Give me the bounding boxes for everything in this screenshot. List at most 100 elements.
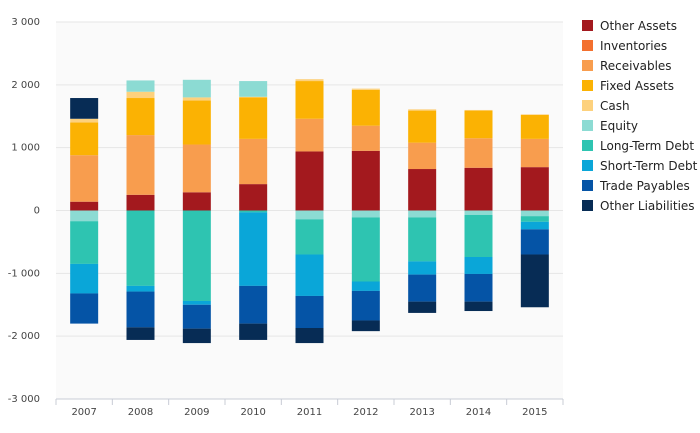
bar-segment <box>126 210 155 286</box>
bar-segment <box>351 150 380 211</box>
legend-swatch <box>582 160 593 171</box>
legend-item[interactable]: Short-Term Debt <box>582 159 698 173</box>
bar-segment <box>126 98 155 136</box>
bar-segment <box>126 135 155 195</box>
bar-segment <box>70 263 99 294</box>
bar-segment <box>351 89 380 126</box>
bar-segment <box>182 100 211 145</box>
bars <box>70 79 549 344</box>
bar-segment <box>239 81 268 97</box>
bar-segment <box>464 138 493 168</box>
legend-item[interactable]: Inventories <box>582 39 667 53</box>
bar-segment <box>70 210 99 222</box>
bar-segment <box>520 114 549 139</box>
legend-item[interactable]: Receivables <box>582 59 672 73</box>
bar-segment <box>182 144 211 193</box>
y-tick-label: 0 <box>34 206 40 217</box>
bar-segment <box>239 184 268 211</box>
legend-item[interactable]: Long-Term Debt <box>582 139 694 153</box>
x-tick-label: 2012 <box>353 407 378 418</box>
legend-item[interactable]: Cash <box>582 99 630 113</box>
bar-segment <box>408 217 437 262</box>
bar-segment <box>126 91 155 99</box>
bar-segment <box>126 291 155 328</box>
bar-segment <box>70 201 99 211</box>
bar-segment <box>520 229 549 255</box>
bar-segment <box>408 261 437 275</box>
bar-segment <box>520 138 549 168</box>
bar-segment <box>239 96 268 98</box>
bar-segment <box>182 192 211 211</box>
legend-item[interactable]: Fixed Assets <box>582 79 674 93</box>
legend-label: Long-Term Debt <box>600 139 694 153</box>
bar-segment <box>239 212 268 286</box>
legend-label: Cash <box>600 99 630 113</box>
legend-item[interactable]: Trade Payables <box>582 179 690 193</box>
bar-segment <box>351 290 380 321</box>
x-tick-label: 2007 <box>71 407 96 418</box>
bar-segment <box>520 254 549 308</box>
bar-segment <box>520 210 549 217</box>
bar-segment <box>70 118 99 123</box>
bar-segment <box>295 295 324 328</box>
bar-segment <box>70 122 99 156</box>
bar-segment <box>351 320 380 332</box>
x-tick-label: 2008 <box>128 407 153 418</box>
bar-segment <box>182 79 211 98</box>
bar-segment <box>351 217 380 282</box>
legend-swatch <box>582 20 593 31</box>
legend-swatch <box>582 60 593 71</box>
bar-segment <box>295 327 324 344</box>
bar-segment <box>239 138 268 185</box>
bar-segment <box>182 304 211 329</box>
bar-segment <box>408 210 437 218</box>
y-tick-label: -2 000 <box>8 331 40 342</box>
bar-segment <box>126 285 155 292</box>
bar-segment <box>520 167 549 211</box>
y-tick-label: 2 000 <box>11 80 40 91</box>
legend-swatch <box>582 100 593 111</box>
bar-segment <box>351 281 380 291</box>
bar-segment <box>408 110 437 143</box>
bar-segment <box>408 142 437 170</box>
bar-segment <box>520 221 549 230</box>
bar-segment <box>295 219 324 255</box>
bar-segment <box>351 210 380 218</box>
legend-item[interactable]: Other Liabilities <box>582 199 695 213</box>
legend-label: Inventories <box>600 39 667 53</box>
x-tick-label: 2010 <box>240 407 265 418</box>
bar-segment <box>464 210 493 215</box>
bar-segment <box>464 110 493 139</box>
bar-segment <box>464 256 493 274</box>
legend-label: Other Assets <box>600 19 677 33</box>
bar-segment <box>182 97 211 101</box>
bar-segment <box>182 210 211 301</box>
legend-label: Trade Payables <box>599 179 690 193</box>
legend-label: Short-Term Debt <box>600 159 698 173</box>
bar-segment <box>70 221 99 264</box>
bar-segment <box>126 194 155 211</box>
y-tick-label: 3 000 <box>11 17 40 28</box>
bar-segment <box>464 109 493 111</box>
y-tick-label: 1 000 <box>11 143 40 154</box>
bar-segment <box>70 155 99 202</box>
bar-segment <box>408 169 437 211</box>
bar-segment <box>408 109 437 111</box>
legend-item[interactable]: Other Assets <box>582 19 677 33</box>
legend-swatch <box>582 80 593 91</box>
y-tick-label: -1 000 <box>8 268 40 279</box>
x-tick-label: 2013 <box>409 407 434 418</box>
axes: -3 000 -2 000 -1 000 0 1 000 2 000 3 000 2007 20… <box>8 17 564 418</box>
legend-swatch <box>582 40 593 51</box>
bar-segment <box>295 210 324 220</box>
bar-segment <box>295 79 324 82</box>
legend-item[interactable]: Equity <box>582 119 638 133</box>
bar-segment <box>520 216 549 222</box>
bar-segment <box>295 118 324 152</box>
bar-segment <box>464 214 493 257</box>
x-tick-label: 2014 <box>466 407 491 418</box>
bar-segment <box>70 293 99 324</box>
bar-segment <box>520 114 549 115</box>
bar-segment <box>239 97 268 139</box>
bar-segment <box>295 81 324 119</box>
